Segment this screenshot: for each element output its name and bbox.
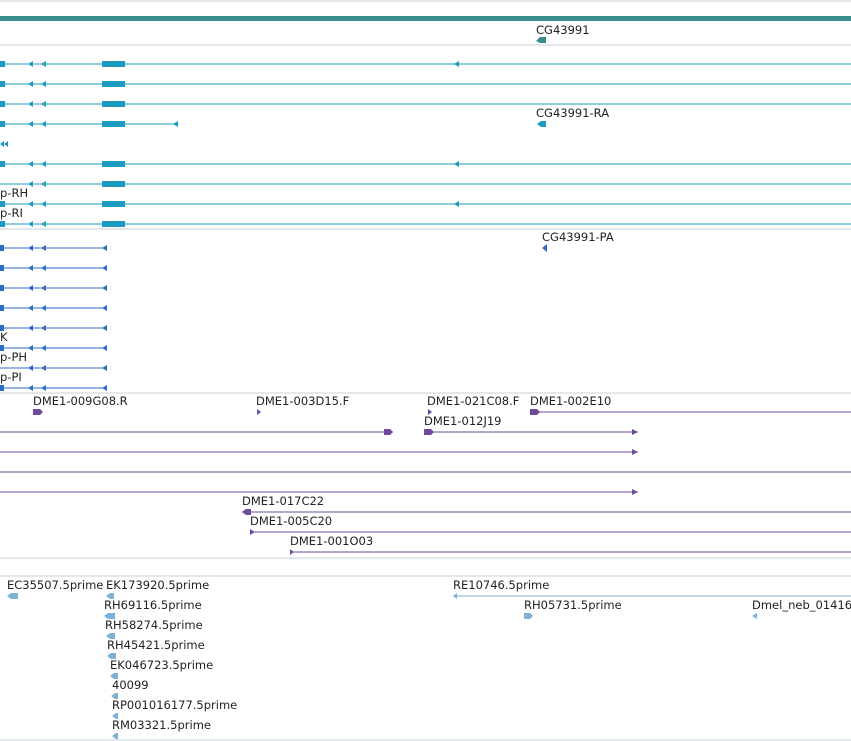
clone-label[interactable]: DME1-017C22 <box>242 494 325 508</box>
est-label[interactable]: RM03321.5prime <box>112 718 211 732</box>
clone-label[interactable]: DME1-001O03 <box>290 534 374 548</box>
gene-cg43991-glyph[interactable] <box>536 37 546 43</box>
gene-bar[interactable] <box>0 16 851 21</box>
est-label[interactable]: 40099 <box>112 678 149 692</box>
gene-label[interactable]: CG43991 <box>536 23 590 37</box>
transcript-label-ra[interactable]: CG43991-RA <box>536 106 610 120</box>
est-label[interactable]: RH58274.5prime <box>105 618 203 632</box>
protein-label-pa[interactable]: CG43991-PA <box>542 230 614 244</box>
transcript-label-rh[interactable]: p-RH <box>0 186 29 200</box>
est-label[interactable]: RH45421.5prime <box>107 638 205 652</box>
clone-label[interactable]: DME1-005C20 <box>250 514 333 528</box>
est-label[interactable]: Dmel_neb_01416 <box>752 598 851 612</box>
est-track[interactable] <box>7 593 851 739</box>
transcript-track[interactable] <box>0 61 851 227</box>
clone-label[interactable]: DME1-009G08.R <box>33 394 128 408</box>
clone-label[interactable]: DME1-012J19 <box>424 414 502 428</box>
est-label[interactable]: EK046723.5prime <box>110 658 214 672</box>
est-label[interactable]: RP001016177.5prime <box>112 698 238 712</box>
est-label[interactable]: RE10746.5prime <box>453 578 550 592</box>
transcript-label-ri[interactable]: p-RI <box>0 206 23 220</box>
protein-track[interactable] <box>0 244 547 391</box>
est-label[interactable]: EC35507.5prime <box>7 578 104 592</box>
protein-label-pi[interactable]: p-PI <box>0 370 22 384</box>
clone-label[interactable]: DME1-002E10 <box>530 394 612 408</box>
clone-track[interactable] <box>0 409 851 555</box>
clone-label[interactable]: DME1-003D15.F <box>256 394 350 408</box>
protein-label-k[interactable]: K <box>0 330 8 344</box>
est-label[interactable]: RH69116.5prime <box>104 598 202 612</box>
protein-label-ph[interactable]: p-PH <box>0 350 28 364</box>
est-label[interactable]: EK173920.5prime <box>106 578 210 592</box>
est-label[interactable]: RH05731.5prime <box>524 598 622 612</box>
clone-label[interactable]: DME1-021C08.F <box>427 394 520 408</box>
